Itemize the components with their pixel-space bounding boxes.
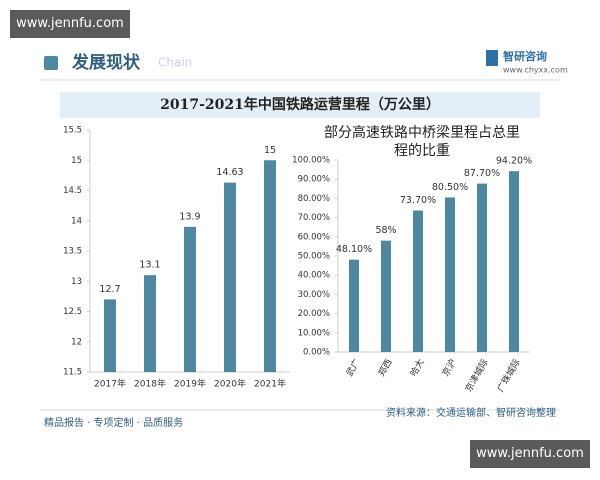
x-tick-label: 广珠城际 bbox=[494, 357, 522, 394]
value-label: 94.20% bbox=[496, 156, 532, 167]
bar bbox=[144, 275, 156, 372]
value-label: 87.70% bbox=[464, 168, 500, 179]
bar bbox=[264, 160, 276, 372]
y-tick-label: 70.00% bbox=[298, 213, 330, 223]
bar bbox=[184, 226, 196, 372]
y-tick-label: 14 bbox=[71, 216, 82, 226]
value-label: 13.1 bbox=[139, 260, 160, 271]
badge: www.jennfu.com bbox=[10, 10, 130, 38]
value-label: 13.9 bbox=[179, 211, 200, 222]
banner: 2017-2021年中国铁路运营里程（万公里） bbox=[160, 96, 440, 113]
value-label: 73.70% bbox=[400, 195, 436, 206]
x-tick-label: 2019年 bbox=[174, 378, 206, 390]
value-label: 12.7 bbox=[99, 284, 120, 295]
y-tick-label: 11.5 bbox=[63, 368, 82, 378]
y-tick-label: 0.00% bbox=[303, 348, 330, 358]
x-tick-label: 2017年 bbox=[94, 378, 126, 390]
bar bbox=[104, 299, 116, 372]
value-label: 48.10% bbox=[336, 244, 372, 255]
y-tick-label: 15 bbox=[71, 156, 82, 166]
y-tick-label: 30.00% bbox=[298, 290, 330, 300]
header-subtitle: Chain bbox=[158, 56, 192, 70]
y-tick-label: 14.5 bbox=[63, 186, 82, 196]
bar bbox=[445, 197, 455, 352]
y-tick-label: 13.5 bbox=[63, 247, 82, 257]
x-tick-label: 郑西 bbox=[375, 357, 394, 379]
logo-icon bbox=[486, 50, 498, 66]
y-tick-label: 12.5 bbox=[63, 307, 82, 317]
header-title: 发展现状 bbox=[71, 52, 141, 73]
bar bbox=[349, 259, 359, 352]
y-tick-label: 90.00% bbox=[298, 175, 330, 185]
y-tick-label: 60.00% bbox=[298, 232, 330, 242]
value-label: 15 bbox=[264, 145, 276, 156]
y-tick-label: 13 bbox=[71, 277, 82, 287]
y-tick-label: 100.00% bbox=[292, 156, 330, 166]
badge: www.jennfu.com bbox=[470, 440, 590, 468]
x-tick-label: 2020年 bbox=[214, 378, 246, 390]
banner-bg bbox=[60, 92, 540, 118]
chart-title: 部分高速铁路中桥梁里程占总里程的比重 bbox=[324, 125, 520, 159]
header-icon bbox=[44, 56, 58, 70]
logo: 智研咨询 bbox=[503, 49, 547, 63]
y-tick-label: 12 bbox=[71, 337, 82, 347]
value-label: 14.63 bbox=[216, 167, 243, 178]
y-tick-label: 10.00% bbox=[298, 328, 330, 338]
x-tick-label: 京津城际 bbox=[462, 357, 490, 394]
value-label: 58% bbox=[375, 225, 396, 236]
value-label: 80.50% bbox=[432, 182, 468, 193]
x-tick-label: 哈大 bbox=[407, 357, 426, 379]
bar bbox=[509, 171, 519, 352]
y-tick-label: 20.00% bbox=[298, 309, 330, 319]
x-tick-label: 2021年 bbox=[254, 378, 286, 390]
x-tick-label: 京沪 bbox=[439, 357, 458, 379]
y-tick-label: 40.00% bbox=[298, 271, 330, 281]
bar bbox=[413, 210, 423, 352]
y-tick-label: 50.00% bbox=[298, 252, 330, 262]
bar bbox=[381, 240, 391, 352]
footer-right: 资料来源：交通运输部、智研咨询整理 bbox=[386, 406, 556, 419]
x-tick-label: 武广 bbox=[343, 357, 362, 379]
bar bbox=[477, 183, 487, 352]
bar bbox=[224, 182, 236, 372]
footer-left: 精品报告 · 专项定制 · 品质服务 bbox=[44, 416, 183, 429]
logo-url: www.chyxx.com bbox=[503, 66, 568, 75]
y-tick-label: 80.00% bbox=[298, 194, 330, 204]
y-tick-label: 15.5 bbox=[63, 126, 82, 136]
x-tick-label: 2018年 bbox=[134, 378, 166, 390]
